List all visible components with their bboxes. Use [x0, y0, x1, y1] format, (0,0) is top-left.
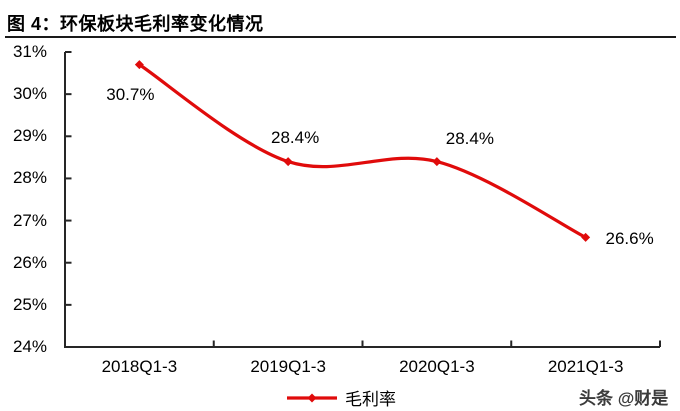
y-axis-label: 26%: [12, 252, 47, 272]
data-point-label: 26.6%: [605, 229, 654, 249]
data-point-label: 28.4%: [271, 127, 320, 147]
data-point-label: 30.7%: [106, 84, 155, 104]
y-axis-label: 31%: [12, 42, 47, 61]
x-axis-label: 2018Q1-3: [101, 357, 178, 376]
series-line: [137, 63, 588, 240]
chart-title: 图 4：环保板块毛利率变化情况: [7, 14, 264, 34]
y-axis-label: 30%: [12, 84, 47, 104]
legend-line-marker-icon: [287, 393, 337, 402]
y-axis-label: 25%: [12, 294, 47, 314]
y-axis-label: 24%: [12, 337, 47, 356]
data-point-marker: [134, 60, 144, 70]
y-axis-label: 28%: [12, 168, 47, 188]
data-point-marker: [283, 157, 293, 167]
x-axis-label: 2019Q1-3: [250, 357, 326, 376]
y-axis-label: 27%: [12, 210, 47, 230]
data-point-marker: [432, 157, 442, 167]
data-point-marker: [581, 232, 591, 242]
legend-label: 毛利率: [345, 390, 396, 409]
legend: 毛利率: [286, 385, 396, 410]
axis-lines: [64, 52, 660, 348]
watermark-text: 头条 @财是: [579, 389, 669, 408]
y-axis-label: 29%: [12, 126, 47, 146]
title-separator: [5, 36, 676, 38]
data-point-label: 28.4%: [445, 128, 494, 148]
x-axis-label: 2021Q1-3: [547, 357, 624, 376]
x-axis-label: 2020Q1-3: [399, 357, 475, 376]
